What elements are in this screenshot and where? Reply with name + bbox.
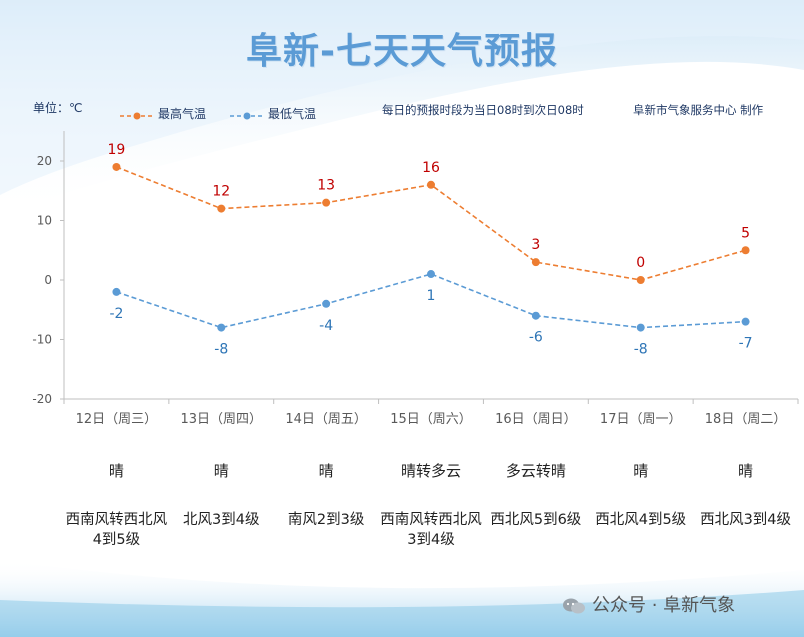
weather-condition: 晴 bbox=[738, 462, 754, 480]
data-point-high bbox=[322, 198, 331, 207]
data-label-high: 16 bbox=[422, 160, 440, 176]
x-tick-label: 18日（周二） bbox=[704, 412, 787, 427]
data-point-low bbox=[427, 270, 435, 279]
x-tick-label: 13日（周四） bbox=[180, 412, 263, 427]
wind-forecast: 西南风转西北风3到4级 bbox=[380, 512, 482, 548]
data-label-low: -7 bbox=[739, 336, 753, 352]
watermark: 公众号 · 阜新气象 bbox=[562, 591, 735, 617]
y-tick-label: 20 bbox=[37, 154, 52, 168]
y-tick-label: -20 bbox=[32, 392, 52, 406]
wind-forecast: 西北风3到4级 bbox=[700, 512, 792, 528]
wind-forecast: 南风2到3级 bbox=[287, 512, 365, 528]
wind-forecast: 北风3到4级 bbox=[183, 512, 260, 528]
data-point-high bbox=[427, 180, 435, 189]
weather-condition: 晴 bbox=[108, 462, 124, 480]
data-label-high: 12 bbox=[212, 184, 230, 200]
data-point-high bbox=[741, 246, 750, 255]
weather-condition: 晴 bbox=[318, 462, 334, 480]
y-tick-label: -10 bbox=[32, 333, 52, 347]
legend-high-label: 最高气温 bbox=[158, 107, 207, 121]
x-tick-label: 17日（周一） bbox=[599, 412, 682, 427]
data-label-high: 3 bbox=[531, 237, 540, 253]
y-tick-label: 0 bbox=[44, 273, 52, 287]
data-label-low: 1 bbox=[427, 288, 436, 304]
y-tick-label: 10 bbox=[37, 214, 52, 228]
data-label-high: 19 bbox=[108, 142, 126, 158]
page-title: 阜新-七天天气预报 bbox=[246, 31, 558, 72]
legend-high-swatch bbox=[120, 110, 154, 120]
wechat-icon bbox=[562, 597, 586, 615]
watermark-text: 公众号 · 阜新气象 bbox=[592, 595, 736, 616]
unit-label: 单位：℃ bbox=[33, 101, 83, 115]
data-point-high bbox=[217, 204, 226, 213]
x-tick-label: 14日（周五） bbox=[285, 412, 367, 427]
data-point-low bbox=[636, 323, 645, 332]
legend-item-low: 最低气温 bbox=[230, 105, 316, 122]
data-point-low bbox=[217, 323, 226, 332]
data-label-high: 13 bbox=[317, 178, 335, 194]
data-label-low: -4 bbox=[319, 318, 333, 334]
wind-forecast: 西北风5到6级 bbox=[490, 512, 582, 528]
legend-item-high: 最高气温 bbox=[120, 105, 206, 122]
x-tick-label: 12日（周三） bbox=[75, 412, 158, 427]
data-label-low: -8 bbox=[634, 342, 648, 358]
forecast-period-note: 每日的预报时段为当日08时到次日08时 bbox=[382, 103, 584, 117]
data-point-high bbox=[112, 162, 121, 171]
data-point-low bbox=[531, 311, 540, 320]
data-point-low bbox=[741, 317, 750, 326]
data-label-low: -2 bbox=[109, 306, 123, 322]
x-tick-label: 16日（周日） bbox=[495, 412, 577, 427]
wind-forecast: 西南风转西北风4到5级 bbox=[65, 512, 168, 548]
weather-condition: 晴 bbox=[633, 462, 649, 480]
data-label-high: 5 bbox=[741, 225, 750, 241]
weather-condition: 晴 bbox=[213, 462, 229, 480]
weather-condition: 多云转晴 bbox=[505, 462, 566, 480]
data-point-low bbox=[112, 287, 121, 296]
data-label-low: -6 bbox=[529, 330, 543, 346]
producer-credit: 阜新市气象服务中心 制作 bbox=[633, 103, 764, 117]
data-label-high: 0 bbox=[636, 255, 645, 271]
x-tick-label: 15日（周六） bbox=[390, 412, 472, 427]
legend-low-swatch bbox=[230, 110, 264, 120]
data-point-high bbox=[531, 258, 540, 267]
data-point-low bbox=[322, 299, 331, 308]
data-point-high bbox=[636, 276, 645, 284]
data-label-low: -8 bbox=[214, 342, 228, 358]
wind-forecast: 西北风4到5级 bbox=[595, 512, 687, 528]
legend-low-label: 最低气温 bbox=[268, 107, 317, 121]
weather-condition: 晴转多云 bbox=[400, 462, 461, 480]
